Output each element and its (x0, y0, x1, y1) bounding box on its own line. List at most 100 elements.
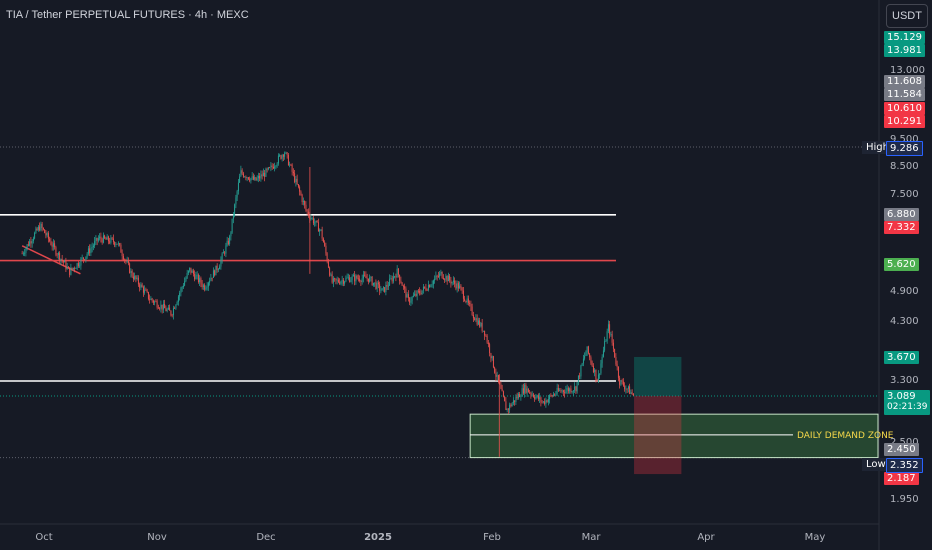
candle-body-182 (249, 179, 251, 181)
candle-body-337 (442, 278, 444, 280)
candle-body-356 (466, 298, 468, 303)
candle-body-269 (357, 278, 359, 280)
candle-body-17 (42, 227, 44, 230)
candle-body-160 (221, 253, 223, 260)
candle-body-413 (537, 395, 539, 400)
candle-body-351 (460, 285, 462, 288)
x-tick-1: Oct (35, 532, 53, 543)
candle-body-330 (434, 278, 436, 281)
candle-body-143 (200, 278, 202, 284)
candle-body-391 (510, 404, 512, 407)
current-price-value: 3.089 (887, 391, 916, 402)
candle-body-309 (407, 294, 409, 299)
candle-body-40 (71, 267, 73, 270)
candle-body-244 (326, 253, 328, 262)
demand-zone-layer[interactable] (469, 356, 879, 475)
candle-body-37 (67, 266, 69, 268)
candle-body-274 (364, 274, 366, 276)
candle-body-38 (69, 267, 71, 275)
candle-body-208 (281, 155, 283, 159)
candle-body-87 (130, 270, 132, 274)
candle-body-343 (450, 280, 452, 284)
candle-body-375 (490, 353, 492, 359)
low-value-tag: 2.352 (886, 458, 923, 473)
candle-body-171 (235, 197, 237, 205)
candle-body-16 (41, 223, 43, 228)
candle-body-245 (327, 261, 329, 268)
candle-body-190 (259, 176, 261, 179)
candle-body-162 (224, 252, 226, 254)
candle-body-279 (370, 276, 372, 278)
candle-body-198 (269, 167, 271, 169)
candle-body-82 (124, 259, 126, 261)
candle-body-423 (550, 395, 552, 397)
candle-body-319 (420, 293, 422, 295)
candle-body-73 (112, 238, 114, 243)
candle-body-469 (607, 324, 609, 332)
candle-body-227 (305, 204, 307, 210)
candle-body-103 (150, 298, 152, 300)
candle-body-115 (165, 308, 167, 312)
candle-body-86 (129, 263, 131, 274)
candle-body-310 (409, 298, 411, 303)
candle-body-271 (360, 281, 362, 282)
high-value-tag: 9.286 (886, 141, 923, 156)
candle-body-383 (500, 384, 502, 389)
candle-body-327 (430, 285, 432, 288)
x-tick-6: Mar (581, 532, 601, 543)
candle-body-467 (605, 341, 607, 342)
candle-body-193 (262, 172, 264, 177)
position-target-area[interactable] (634, 356, 682, 396)
candle-body-207 (280, 155, 282, 159)
candle-body-18 (44, 229, 46, 234)
candle-body-338 (444, 279, 446, 280)
candle-body-145 (202, 285, 204, 288)
candle-body-35 (65, 260, 67, 269)
low-label: Low (862, 458, 890, 471)
horizontal-levels[interactable] (0, 214, 616, 382)
candle-body-376 (491, 356, 493, 359)
candle-body-416 (541, 401, 543, 403)
candle-body-396 (516, 397, 518, 399)
candle-body-129 (182, 285, 184, 288)
candle-body-482 (624, 385, 626, 390)
candle-body-287 (380, 290, 382, 292)
candle-body-401 (522, 388, 524, 394)
candle-body-403 (525, 384, 527, 393)
candle-body-25 (52, 243, 54, 247)
candle-body-133 (187, 270, 189, 274)
candle-body-4 (26, 244, 28, 249)
candle-body-365 (477, 320, 479, 325)
candle-body-468 (606, 331, 608, 342)
candle-body-11 (35, 228, 37, 233)
currency-button[interactable]: USDT (886, 4, 928, 28)
demand-zone-box[interactable] (469, 413, 879, 459)
candle-body-32 (61, 258, 63, 261)
candle-body-346 (454, 280, 456, 284)
candle-body-429 (557, 387, 559, 391)
candle-body-293 (387, 285, 389, 287)
candle-body-320 (421, 290, 423, 295)
candle-body-15 (40, 223, 42, 231)
candle-body-412 (536, 395, 538, 397)
candle-body-126 (179, 293, 181, 297)
candle-body-74 (114, 242, 116, 245)
candle-body-281 (372, 282, 374, 286)
candle-body-177 (242, 173, 244, 177)
candle-body-150 (209, 280, 211, 283)
candle-body-408 (531, 394, 533, 396)
candle-body-265 (352, 275, 354, 277)
position-stop-area[interactable] (634, 395, 682, 475)
candle-body-461 (597, 374, 599, 382)
candle-body-233 (312, 217, 314, 224)
candle-body-28 (56, 254, 58, 256)
candle-body-214 (289, 164, 291, 166)
candle-body-27 (55, 247, 57, 255)
candle-body-388 (506, 408, 508, 411)
candle-body-173 (237, 182, 239, 192)
candle-body-470 (609, 324, 611, 335)
candle-body-478 (619, 377, 621, 385)
candle-body-410 (534, 396, 536, 399)
candle-body-333 (437, 276, 439, 277)
